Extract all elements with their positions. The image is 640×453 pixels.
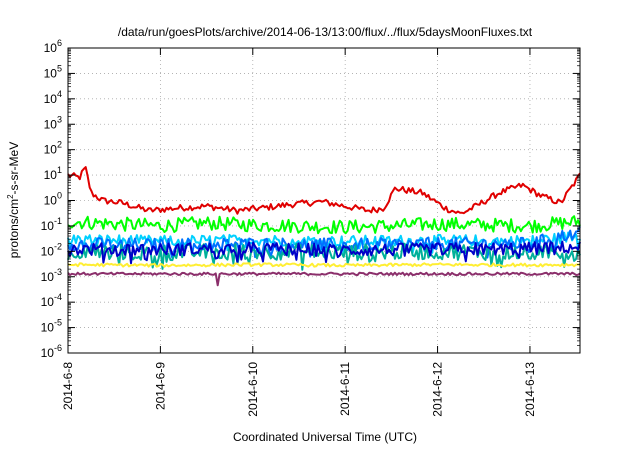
x-tick-label: 2014-6-13 — [523, 362, 537, 417]
x-tick-label: 2014-6-9 — [153, 362, 167, 410]
series-lines — [67, 166, 581, 287]
y-tick-label: 101 — [44, 165, 62, 182]
series-line — [67, 240, 581, 265]
series-line — [67, 262, 581, 268]
x-tick-label: 2014-6-10 — [246, 362, 260, 417]
x-tick-label: 2014-6-11 — [338, 362, 352, 416]
x-tick-label: 2014-6-12 — [431, 362, 445, 417]
y-tick-label: 106 — [44, 38, 62, 55]
y-tick-label: 10-3 — [41, 267, 62, 284]
y-tick-label: 10-1 — [41, 216, 62, 233]
series-line — [67, 271, 581, 287]
x-tick-label: 2014-6-8 — [61, 362, 75, 410]
y-tick-label: 102 — [44, 140, 62, 157]
y-tick-label: 10-6 — [41, 343, 62, 360]
y-tick-label: 10-5 — [41, 318, 62, 335]
y-tick-label: 10-4 — [41, 292, 62, 309]
y-tick-label: 105 — [44, 63, 62, 80]
chart-title: /data/run/goesPlots/archive/2014-06-13/1… — [118, 25, 533, 39]
series-line — [67, 215, 581, 235]
y-tick-label: 10-2 — [41, 241, 62, 258]
series-line — [67, 166, 581, 215]
y-axis-label: protons/cm2-s-sr-MeV — [6, 142, 21, 258]
y-tick-label: 100 — [44, 191, 62, 208]
x-axis-label: Coordinated Universal Time (UTC) — [233, 430, 417, 444]
y-tick-label: 103 — [44, 114, 62, 131]
y-tick-label: 104 — [44, 89, 62, 106]
axis-ticks: 10-6 10-5 10-4 10-3 10-2 10-1 100 101 102 103 104 1… — [41, 38, 580, 417]
